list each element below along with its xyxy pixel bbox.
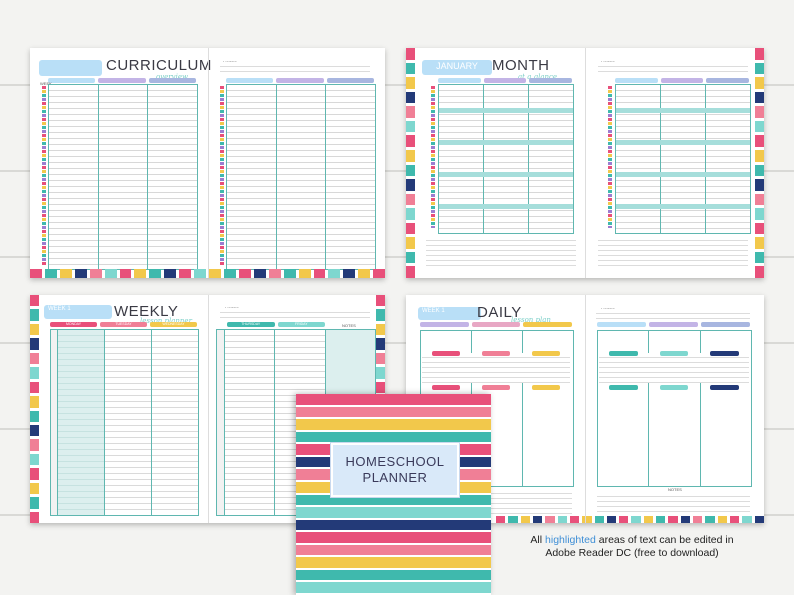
curriculum-notes-lines	[220, 62, 370, 76]
weekly-notes-column-label: NOTES	[342, 323, 356, 328]
curriculum-left-tabs	[48, 78, 196, 83]
month-notes-lines	[598, 62, 748, 76]
daily-bottom-notes-label: NOTES	[668, 487, 682, 492]
month-title: MONTH	[492, 57, 550, 74]
week-label: WEEK	[40, 81, 52, 86]
daily-left-plan-tabs	[432, 351, 560, 356]
month-script: at a glance	[518, 73, 558, 81]
daily-bottom-stripe	[496, 516, 764, 523]
month-left-stripe	[406, 48, 415, 278]
curriculum-right-grid	[226, 84, 376, 270]
curriculum-left-dots	[42, 86, 46, 266]
day-tab-thursday: THURSDAY	[227, 322, 275, 327]
month-left-grid	[438, 84, 574, 234]
weekly-right-day-tabs: THURSDAY FRIDAY	[227, 322, 325, 327]
weekly-left-grid	[50, 329, 199, 516]
curriculum-spread: CURRICULUM overview WEEK NOTES	[30, 48, 386, 278]
weekly-script: lesson planner	[140, 317, 192, 325]
caption-part2: areas of text can be edited in	[595, 534, 734, 546]
month-right-notes-lines	[598, 236, 748, 270]
cover-title-line1: HOMESCHOOL	[345, 454, 445, 469]
month-right-dots	[608, 86, 612, 228]
daily-week-pill: WEEK 1	[418, 307, 481, 320]
month-right-stripe	[755, 48, 764, 278]
day-tab-wednesday: WEDNESDAY	[150, 322, 197, 327]
daily-title: DAILY	[477, 304, 522, 321]
grade-pill	[39, 60, 102, 76]
curriculum-title: CURRICULUM	[106, 57, 212, 74]
day-tab-friday: FRIDAY	[277, 322, 325, 327]
curriculum-bottom-stripe	[30, 269, 386, 278]
caption-line2: Adobe Reader DC (free to download)	[545, 547, 719, 559]
weekly-left-day-tabs: MONDAY TUESDAY WEDNESDAY	[50, 322, 197, 327]
cover-title-label: HOMESCHOOL PLANNER	[330, 442, 460, 498]
caption: All highlighted areas of text can be edi…	[497, 534, 767, 560]
daily-right-subject-tabs	[597, 322, 750, 327]
curriculum-right-tabs	[226, 78, 374, 83]
day-tab-monday: MONDAY	[50, 322, 97, 327]
caption-part1: All	[530, 534, 546, 546]
daily-top-notes-lines	[596, 309, 750, 321]
weekly-title: WEEKLY	[114, 303, 179, 320]
curriculum-left-grid	[48, 84, 198, 270]
curriculum-script: overview	[156, 73, 188, 81]
daily-right-notes-lines	[597, 492, 750, 514]
weekly-top-notes-lines	[220, 308, 370, 320]
month-right-grid	[615, 84, 751, 234]
day-tab-tuesday: TUESDAY	[100, 322, 147, 327]
curriculum-right-dots	[220, 86, 224, 266]
daily-left-outcome-tabs	[432, 385, 560, 390]
month-left-tabs	[438, 78, 573, 83]
daily-right-outcome-tabs	[609, 385, 740, 390]
cover-title-line2: PLANNER	[362, 470, 428, 485]
month-right-tabs	[615, 78, 750, 83]
weekly-left-stripe	[30, 295, 39, 523]
month-left-notes-lines	[426, 236, 576, 270]
month-name-pill: JANUARY	[422, 60, 492, 75]
daily-script: lesson plan	[511, 316, 551, 324]
weekly-week-pill: WEEK 1	[44, 305, 112, 319]
daily-left-subject-tabs	[420, 322, 573, 327]
caption-highlight: highlighted	[545, 534, 596, 546]
daily-right-plan-tabs	[609, 351, 740, 356]
month-left-dots	[431, 86, 435, 228]
month-spread: JANUARY MONTH at a glance NOTES	[406, 48, 764, 278]
planner-cover: HOMESCHOOL PLANNER	[296, 394, 491, 595]
